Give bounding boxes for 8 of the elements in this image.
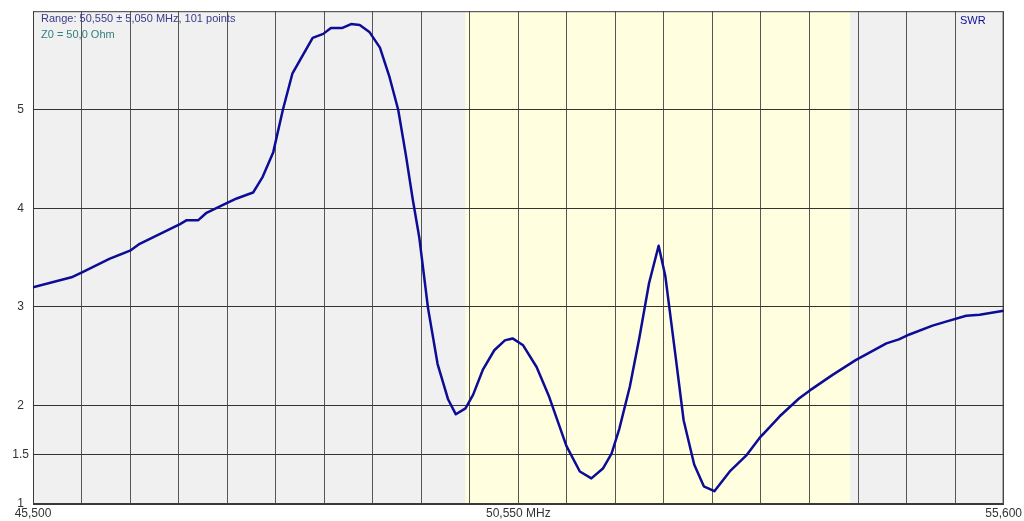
x-tick-label: 55,600 — [985, 505, 1023, 520]
y-tick-label: 5 — [17, 102, 25, 117]
text: SWR — [959, 13, 986, 26]
x-tick-label: 50,550 MHz — [485, 505, 551, 520]
y-tick-label: 1.5 — [12, 447, 30, 462]
y-tick-label: 4 — [17, 200, 25, 215]
y-tick-label: 3 — [17, 299, 25, 314]
y-tick-label: 2 — [17, 397, 25, 412]
